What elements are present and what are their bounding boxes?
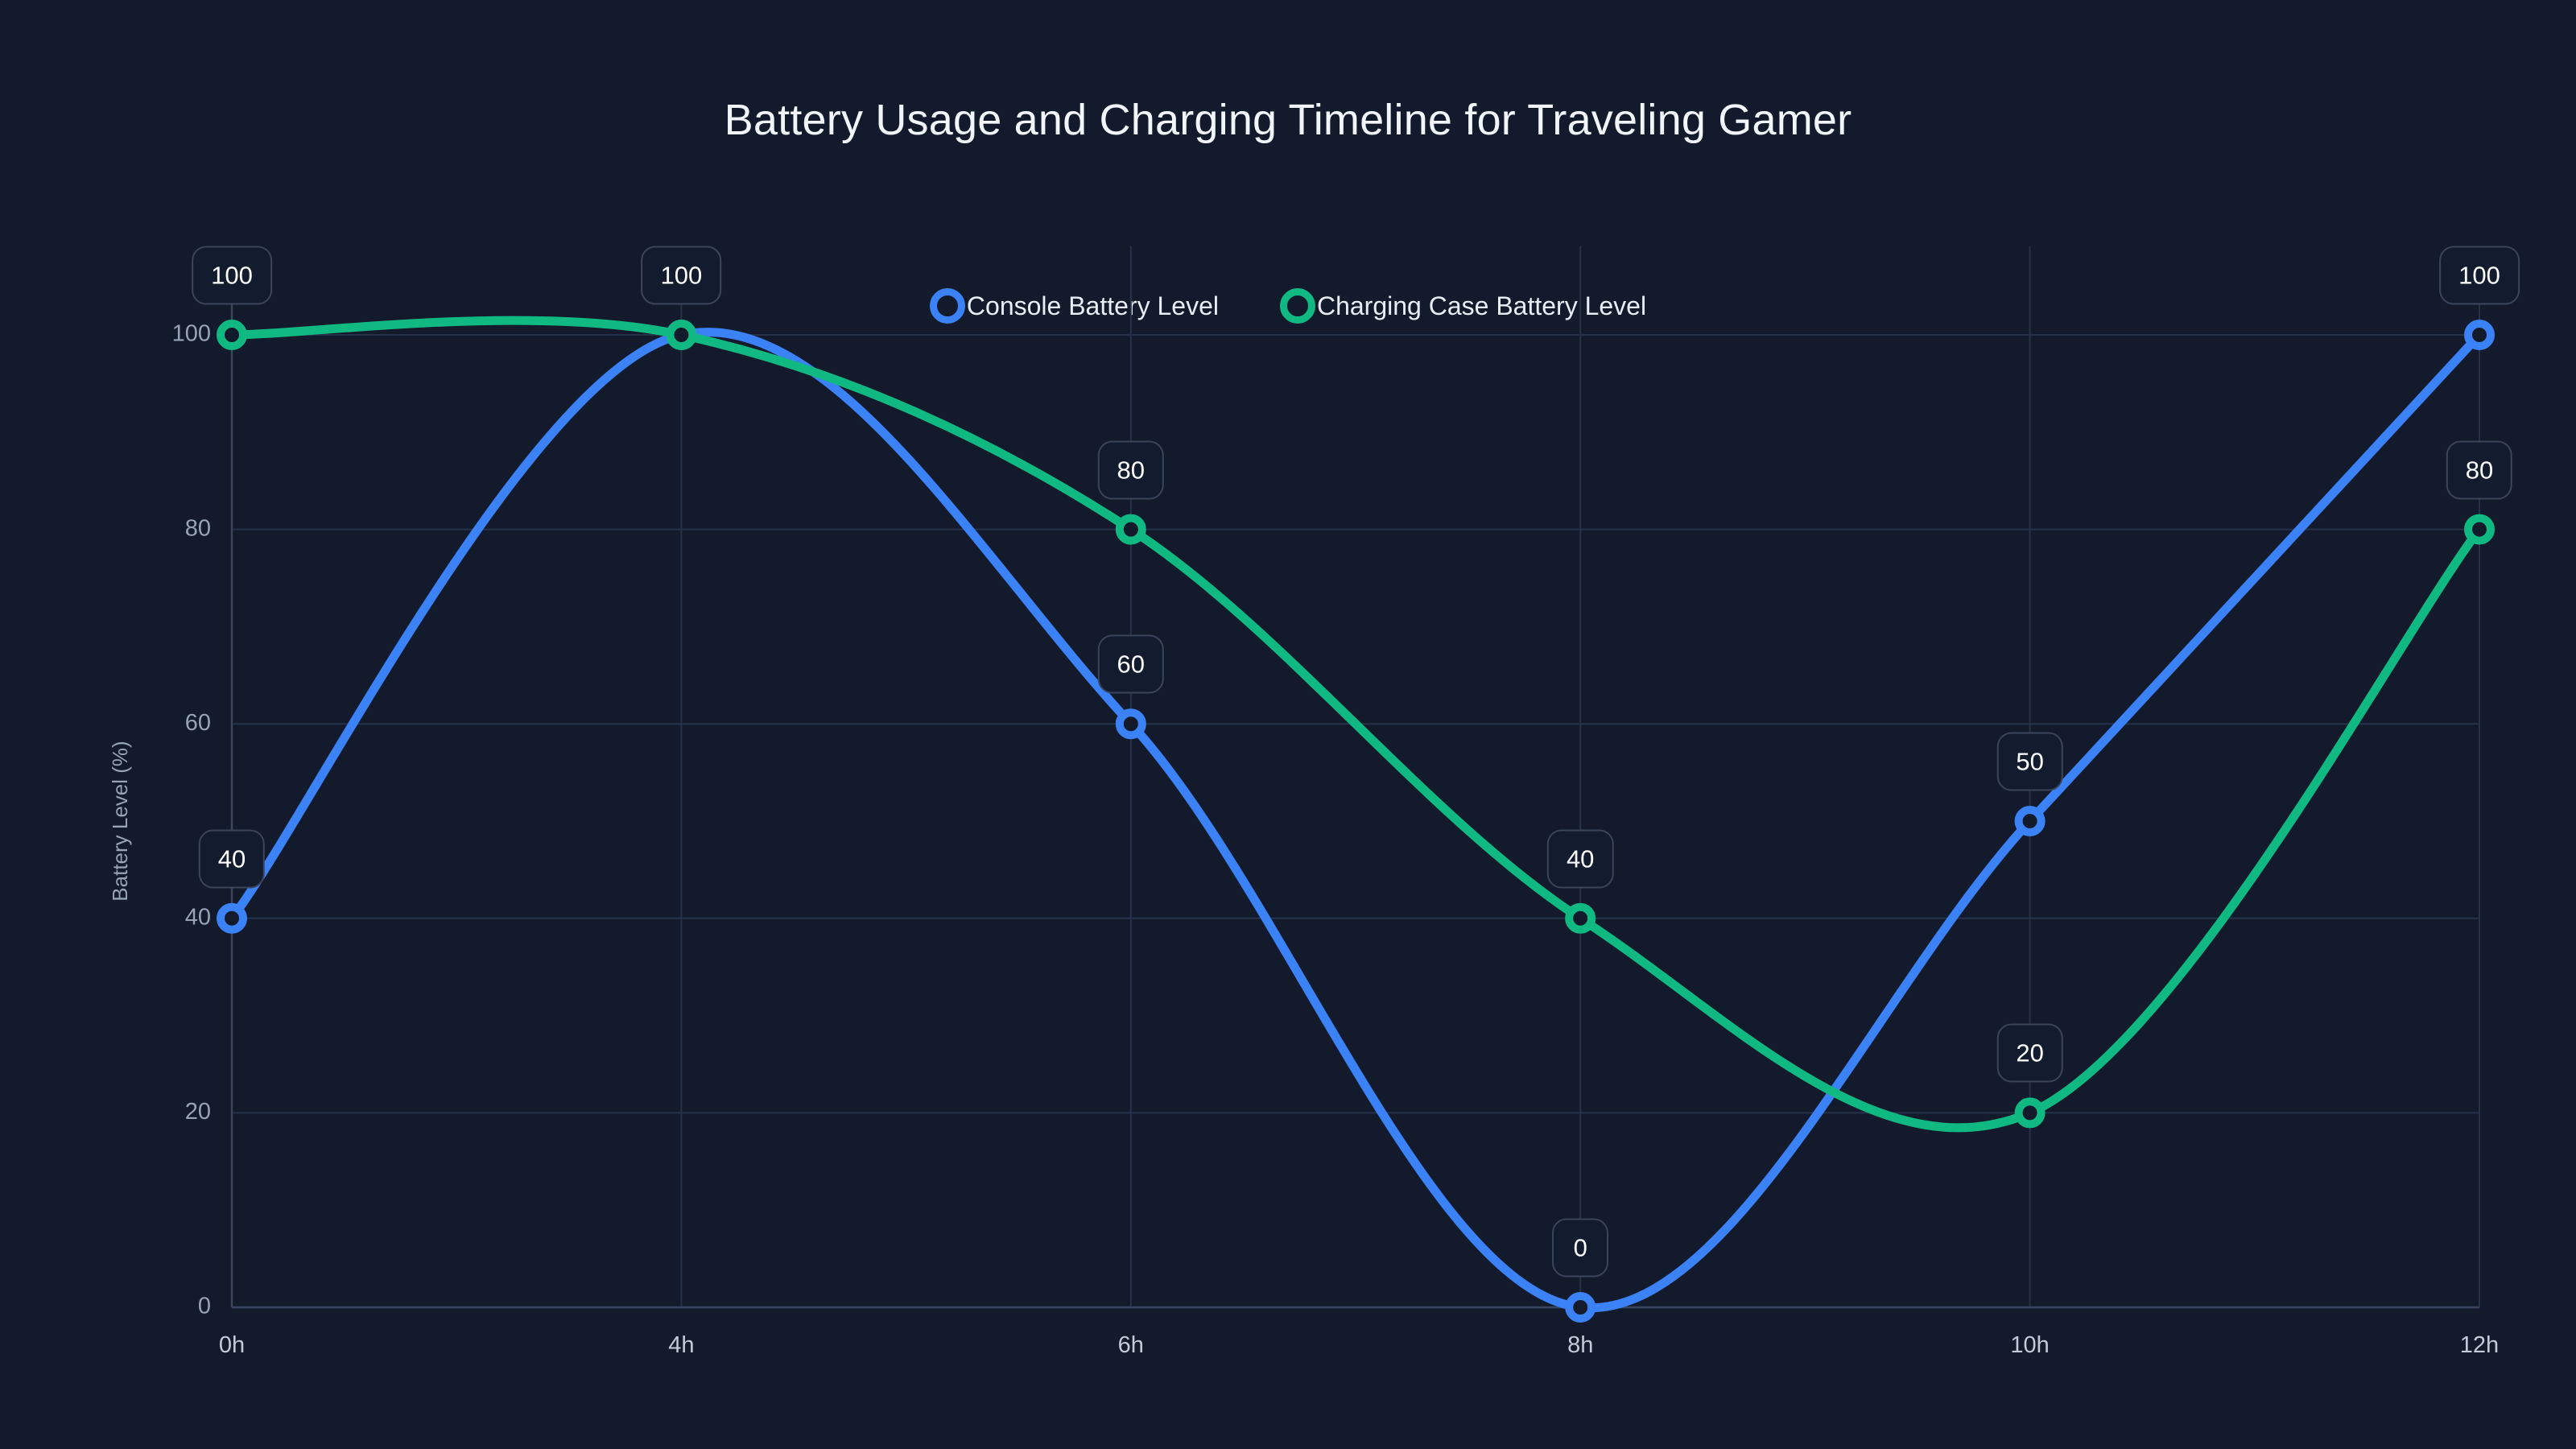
data-point-label: 100 xyxy=(641,246,722,305)
data-point-marker[interactable] xyxy=(217,320,247,350)
legend-item-1[interactable]: Charging Case Battery Level xyxy=(1279,288,1647,324)
series-line-0 xyxy=(227,328,2484,1313)
data-point-marker[interactable] xyxy=(2014,1097,2046,1129)
data-point-label: 50 xyxy=(1996,732,2063,791)
legend-item-0[interactable]: Console Battery Level xyxy=(929,288,1219,324)
data-point-marker[interactable] xyxy=(2014,806,2046,836)
x-tick-label: 8h xyxy=(1567,1332,1593,1358)
data-point-marker[interactable] xyxy=(1565,1292,1596,1323)
data-point-marker[interactable] xyxy=(2464,320,2495,350)
data-point-marker[interactable] xyxy=(2464,514,2495,545)
series-markers xyxy=(217,320,2495,1323)
data-point-label: 80 xyxy=(1097,440,1165,500)
axis-lines xyxy=(230,246,2479,1309)
data-point-marker[interactable] xyxy=(1115,514,1146,545)
data-point-label: 0 xyxy=(1552,1218,1609,1278)
y-tick-label: 100 xyxy=(172,321,211,347)
series-line-1 xyxy=(227,316,2484,1133)
data-point-label: 20 xyxy=(1996,1023,2063,1083)
data-point-marker[interactable] xyxy=(1115,708,1146,740)
x-axis-ticks: 0h 4h 6h 8h 10h 12h xyxy=(219,1332,2499,1358)
data-point-label: 80 xyxy=(2446,440,2513,500)
series-lines xyxy=(227,316,2484,1313)
data-point-marker[interactable] xyxy=(217,902,247,934)
hollow-circle-icon xyxy=(1279,288,1315,324)
y-tick-label: 40 xyxy=(185,904,211,930)
y-tick-label: 20 xyxy=(185,1099,211,1125)
legend-item-label: Charging Case Battery Level xyxy=(1316,291,1647,320)
x-tick-label: 6h xyxy=(1118,1332,1144,1358)
y-tick-label: 60 xyxy=(185,710,211,736)
data-point-marker[interactable] xyxy=(666,320,697,350)
x-tick-label: 0h xyxy=(219,1332,245,1358)
legend-item-label: Console Battery Level xyxy=(966,291,1219,320)
page-title: Battery Usage and Charging Timeline for … xyxy=(724,96,1852,144)
data-point-label: 40 xyxy=(1546,829,1614,889)
chart-legend: Console Battery Level Charging Case Batte… xyxy=(0,288,2576,324)
x-tick-label: 10h xyxy=(2010,1332,2049,1358)
data-point-marker[interactable] xyxy=(1565,902,1596,934)
data-point-label: 40 xyxy=(198,829,266,889)
y-axis-ticks: 0 20 40 60 80 100 xyxy=(172,321,211,1319)
y-tick-label: 0 xyxy=(198,1294,211,1319)
y-axis-title-text: Battery Level (%) xyxy=(108,741,132,901)
y-axis-title: Battery Level (%) xyxy=(108,741,132,901)
x-tick-label: 12h xyxy=(2460,1332,2499,1358)
data-point-label: 60 xyxy=(1097,634,1165,694)
data-point-label: 100 xyxy=(192,246,272,305)
x-tick-label: 4h xyxy=(668,1332,694,1358)
hollow-circle-icon xyxy=(929,288,965,324)
data-point-label: 100 xyxy=(2439,246,2520,305)
grid-lines xyxy=(232,246,2480,1307)
y-tick-label: 80 xyxy=(185,515,211,541)
